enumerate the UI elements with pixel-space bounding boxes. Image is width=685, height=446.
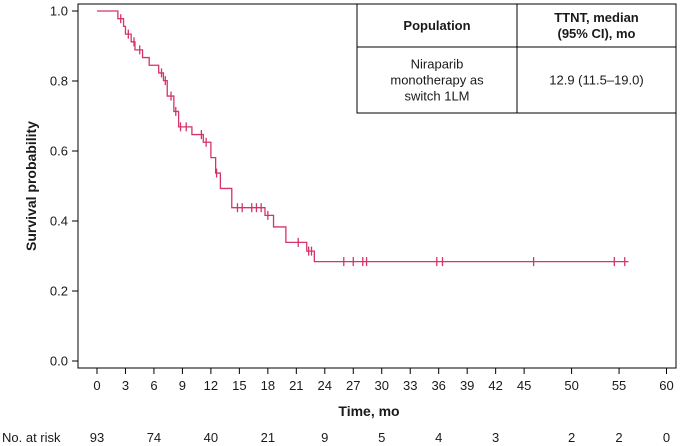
x-tick-label: 0 xyxy=(93,378,100,393)
survival-curve-group xyxy=(96,10,629,267)
table-cell-text: 12.9 (11.5–19.0) xyxy=(549,73,643,88)
y-tick-label: 0.2 xyxy=(50,284,68,299)
y-tick-label: 0.6 xyxy=(50,144,68,159)
at-risk-count: 74 xyxy=(147,430,161,445)
x-tick-label: 24 xyxy=(318,378,332,393)
x-tick-label: 27 xyxy=(346,378,360,393)
y-tick-label: 0.8 xyxy=(50,74,68,89)
table-header-text: (95% CI), mo xyxy=(557,26,635,41)
x-tick-label: 21 xyxy=(289,378,303,393)
table-cell-text: monotherapy as xyxy=(390,73,484,88)
x-tick-label: 30 xyxy=(375,378,389,393)
table-cell-text: Niraparib xyxy=(411,57,464,72)
at-risk-count: 0 xyxy=(663,430,670,445)
x-tick-label: 45 xyxy=(517,378,531,393)
at-risk-count: 3 xyxy=(492,430,499,445)
y-axis-title: Survival probability xyxy=(23,121,39,251)
y-tick-label: 1.0 xyxy=(50,4,68,19)
y-tick-label: 0.4 xyxy=(50,214,68,229)
x-tick-label: 6 xyxy=(150,378,157,393)
table-header-text: Population xyxy=(403,18,470,33)
x-tick-label: 50 xyxy=(564,378,578,393)
x-tick-label: 39 xyxy=(460,378,474,393)
number-at-risk-row: No. at risk 93 74 40 21 9 5 4 3 2 2 0 xyxy=(2,430,670,445)
x-tick-label: 60 xyxy=(659,378,673,393)
at-risk-count: 4 xyxy=(435,430,442,445)
at-risk-count: 93 xyxy=(90,430,104,445)
x-tick-label: 18 xyxy=(261,378,275,393)
at-risk-label: No. at risk xyxy=(2,430,61,445)
x-tick-label: 55 xyxy=(612,378,626,393)
survival-curve xyxy=(96,10,629,263)
table-header-text: TTNT, median xyxy=(554,10,639,25)
at-risk-count: 5 xyxy=(378,430,385,445)
x-tick-label: 36 xyxy=(431,378,445,393)
y-tick-label: 0.0 xyxy=(50,354,68,369)
x-tick-label: 3 xyxy=(122,378,129,393)
at-risk-count: 2 xyxy=(615,430,622,445)
at-risk-count: 2 xyxy=(568,430,575,445)
axes: 0.00.20.40.60.81.00 3 6 9 12 15 18 21 24 27 30 33 36… xyxy=(23,4,674,420)
at-risk-count: 9 xyxy=(321,430,328,445)
x-tick-label: 9 xyxy=(179,378,186,393)
x-tick-label: 42 xyxy=(488,378,502,393)
x-tick-label: 12 xyxy=(204,378,218,393)
table-cell-text: switch 1LM xyxy=(404,89,469,104)
x-tick-label: 15 xyxy=(232,378,246,393)
at-risk-count: 21 xyxy=(261,430,275,445)
x-axis-title: Time, mo xyxy=(338,403,399,419)
x-tick-label: 33 xyxy=(403,378,417,393)
at-risk-count: 40 xyxy=(204,430,218,445)
median-ttnt-table: Population TTNT, median(95% CI), mo Nirapa… xyxy=(356,3,677,114)
